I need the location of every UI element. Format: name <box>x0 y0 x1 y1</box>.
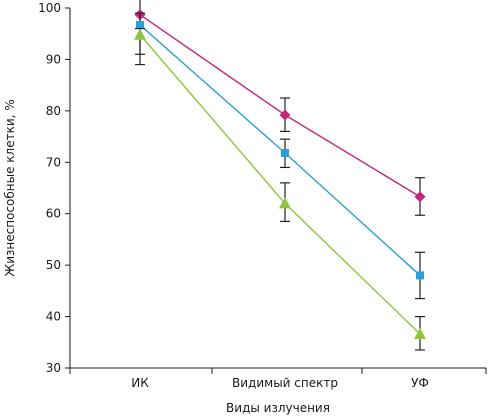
data-point <box>281 149 289 158</box>
y-tick-label: 60 <box>46 207 61 221</box>
y-tick-label: 70 <box>46 155 61 169</box>
series-line <box>139 24 421 276</box>
y-tick-label: 90 <box>46 52 61 66</box>
y-axis-title: Жизнеспособные клетки, % <box>3 99 17 276</box>
data-point <box>414 328 426 340</box>
data-point <box>416 271 424 280</box>
series-2 <box>134 27 426 351</box>
x-ticks: ИК Видимый спектр УФ <box>69 368 487 390</box>
x-tick-label: УФ <box>411 376 429 390</box>
x-tick-label: Видимый спектр <box>232 376 338 390</box>
data-point <box>136 20 144 29</box>
data-point <box>279 109 291 121</box>
series-layer <box>134 0 426 351</box>
y-tick-label: 30 <box>46 361 61 375</box>
x-axis-title: Виды излучения <box>226 401 330 415</box>
y-tick-label: 50 <box>46 258 61 272</box>
data-point <box>134 28 146 40</box>
x-tick-label: ИК <box>131 376 149 390</box>
y-tick-label: 100 <box>38 1 61 15</box>
y-tick-label: 80 <box>46 104 61 118</box>
data-point <box>414 191 426 203</box>
data-point <box>279 197 291 209</box>
series-line <box>139 34 421 335</box>
y-ticks: 30 40 50 60 70 80 90 100 <box>38 1 70 375</box>
series-line <box>139 14 421 198</box>
y-tick-label: 40 <box>46 310 61 324</box>
series-1 <box>135 12 425 300</box>
axes <box>69 8 486 369</box>
